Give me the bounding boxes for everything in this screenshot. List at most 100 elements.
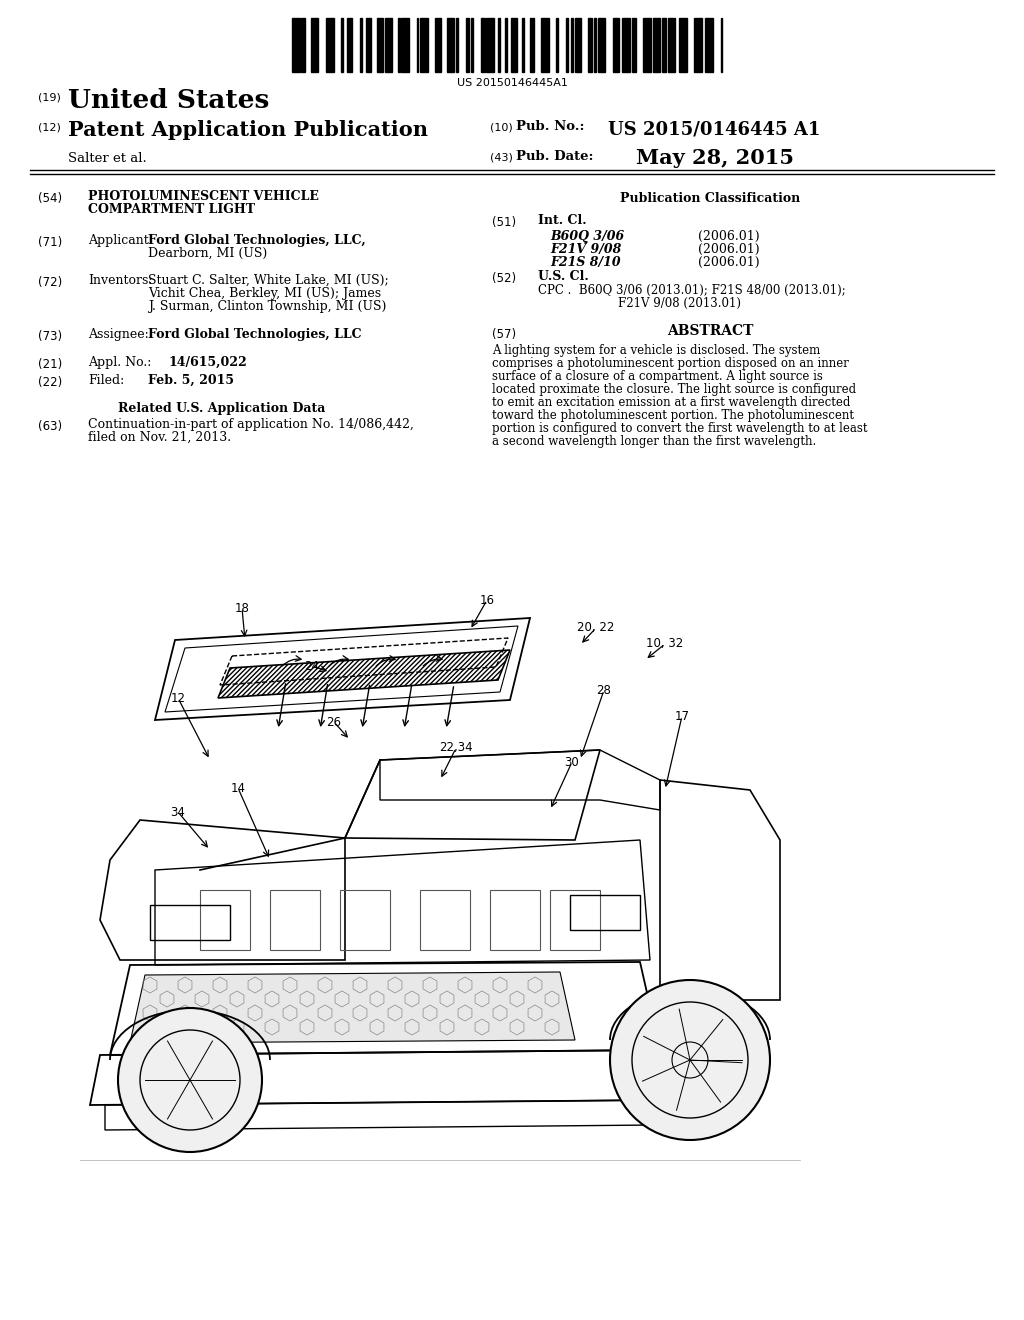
Bar (668, 18, 675, 73)
Text: PHOTOLUMINESCENT VEHICLE: PHOTOLUMINESCENT VEHICLE (88, 190, 318, 203)
Text: 12: 12 (171, 692, 185, 705)
Bar (347, 18, 352, 73)
Polygon shape (218, 649, 510, 698)
Bar (341, 18, 343, 73)
Text: (52): (52) (492, 272, 516, 285)
Bar (326, 18, 334, 73)
Text: 34: 34 (171, 805, 185, 818)
Text: located proximate the closure. The light source is configured: located proximate the closure. The light… (492, 383, 856, 396)
Text: (2006.01): (2006.01) (698, 243, 760, 256)
Text: Continuation-in-part of application No. 14/086,442,: Continuation-in-part of application No. … (88, 418, 414, 432)
Bar (417, 18, 419, 73)
Text: Int. Cl.: Int. Cl. (538, 214, 587, 227)
Bar (397, 18, 399, 73)
Text: CPC .  B60Q 3/06 (2013.01); F21S 48/00 (2013.01);: CPC . B60Q 3/06 (2013.01); F21S 48/00 (2… (538, 284, 846, 297)
Text: (43): (43) (490, 152, 513, 162)
Circle shape (118, 1008, 262, 1152)
Bar (679, 18, 686, 73)
Text: Applicant:: Applicant: (88, 234, 153, 247)
Text: 20, 22: 20, 22 (578, 622, 614, 635)
Text: US 20150146445A1: US 20150146445A1 (457, 78, 567, 88)
Text: 18: 18 (234, 602, 250, 615)
Text: Assignee:: Assignee: (88, 327, 148, 341)
Text: B60Q 3/06: B60Q 3/06 (550, 230, 625, 243)
Text: Pub. Date:: Pub. Date: (516, 150, 594, 162)
Text: 10, 32: 10, 32 (646, 638, 684, 651)
Text: portion is configured to convert the first wavelength to at least: portion is configured to convert the fir… (492, 422, 867, 436)
Text: toward the photoluminescent portion. The photoluminescent: toward the photoluminescent portion. The… (492, 409, 854, 422)
Text: (63): (63) (38, 420, 62, 433)
Text: Filed:: Filed: (88, 374, 124, 387)
Bar (632, 18, 636, 73)
Bar (598, 18, 605, 73)
Bar (594, 18, 596, 73)
Text: Related U.S. Application Data: Related U.S. Application Data (118, 403, 326, 414)
Text: to emit an excitation emission at a first wavelength directed: to emit an excitation emission at a firs… (492, 396, 850, 409)
Text: Stuart C. Salter, White Lake, MI (US);: Stuart C. Salter, White Lake, MI (US); (148, 275, 389, 286)
Text: Ford Global Technologies, LLC,: Ford Global Technologies, LLC, (148, 234, 366, 247)
Bar (401, 18, 409, 73)
Bar (511, 18, 517, 73)
Text: Appl. No.:: Appl. No.: (88, 356, 152, 370)
Bar (613, 18, 618, 73)
Text: Inventors:: Inventors: (88, 275, 153, 286)
Text: (19): (19) (38, 92, 60, 102)
Bar (550, 890, 600, 950)
Bar (340, 890, 390, 950)
Text: Publication Classification: Publication Classification (620, 191, 800, 205)
Text: (12): (12) (38, 121, 60, 132)
Bar (542, 18, 549, 73)
Text: Pub. No.:: Pub. No.: (516, 120, 585, 133)
Text: COMPARTMENT LIGHT: COMPARTMENT LIGHT (88, 203, 255, 216)
Bar (360, 18, 361, 73)
Bar (466, 18, 469, 73)
Bar (565, 18, 567, 73)
Bar (505, 18, 507, 73)
Text: 16: 16 (479, 594, 495, 606)
Text: surface of a closure of a compartment. A light source is: surface of a closure of a compartment. A… (492, 370, 823, 383)
Text: filed on Nov. 21, 2013.: filed on Nov. 21, 2013. (88, 432, 231, 444)
Text: 28: 28 (597, 684, 611, 697)
Bar (481, 18, 484, 73)
Bar (498, 18, 500, 73)
Bar (435, 18, 441, 73)
Text: ABSTRACT: ABSTRACT (667, 323, 754, 338)
Text: May 28, 2015: May 28, 2015 (636, 148, 794, 168)
Text: Vichit Chea, Berkley, MI (US); James: Vichit Chea, Berkley, MI (US); James (148, 286, 381, 300)
Bar (694, 18, 701, 73)
Bar (292, 18, 300, 73)
Text: Feb. 5, 2015: Feb. 5, 2015 (148, 374, 234, 387)
Text: F21V 9/08: F21V 9/08 (550, 243, 622, 256)
Bar (377, 18, 383, 73)
Bar (571, 18, 573, 73)
Bar (486, 18, 494, 73)
Text: U.S. Cl.: U.S. Cl. (538, 271, 589, 282)
Bar (446, 18, 455, 73)
Text: (2006.01): (2006.01) (698, 256, 760, 269)
Text: (73): (73) (38, 330, 62, 343)
Bar (529, 18, 534, 73)
Text: United States: United States (68, 88, 269, 114)
Bar (457, 18, 458, 73)
Polygon shape (130, 972, 575, 1043)
Bar (311, 18, 318, 73)
Text: A lighting system for a vehicle is disclosed. The system: A lighting system for a vehicle is discl… (492, 345, 820, 356)
Bar (471, 18, 473, 73)
Text: (72): (72) (38, 276, 62, 289)
Bar (589, 18, 592, 73)
Bar (522, 18, 524, 73)
Bar (270, 890, 319, 950)
Bar (150, 906, 230, 940)
Text: 17: 17 (675, 710, 689, 722)
Text: J. Surman, Clinton Township, MI (US): J. Surman, Clinton Township, MI (US) (148, 300, 386, 313)
Text: (22): (22) (38, 376, 62, 389)
Bar (721, 18, 723, 73)
Bar (643, 18, 650, 73)
Bar (200, 890, 250, 950)
Text: F21V 9/08 (2013.01): F21V 9/08 (2013.01) (618, 297, 741, 310)
Text: US 2015/0146445 A1: US 2015/0146445 A1 (608, 120, 820, 139)
Text: (71): (71) (38, 236, 62, 249)
Text: 24: 24 (304, 660, 319, 672)
Text: comprises a photoluminescent portion disposed on an inner: comprises a photoluminescent portion dis… (492, 356, 849, 370)
Text: 14: 14 (230, 781, 246, 795)
